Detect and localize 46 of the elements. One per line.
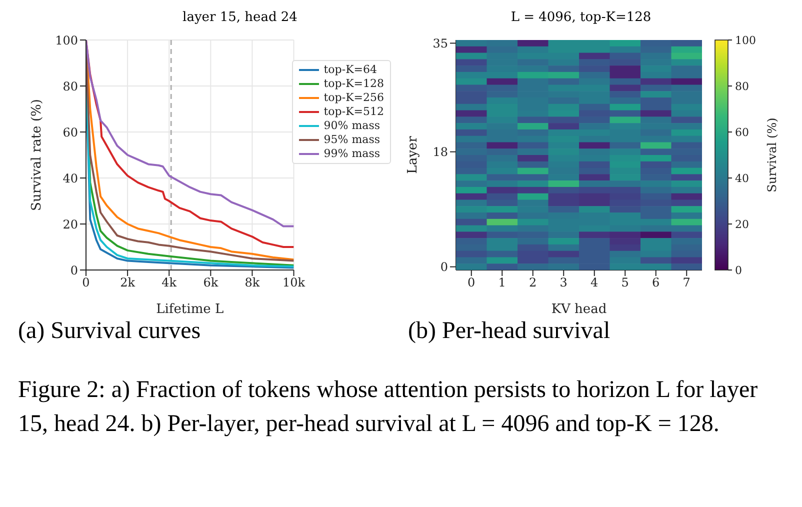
- x-axis-title: Lifetime L: [156, 302, 224, 317]
- chart-title: L = 4096, top-K=128: [510, 10, 652, 25]
- chart-title: layer 15, head 24: [182, 10, 298, 25]
- legend-label: 95% mass: [324, 133, 380, 147]
- y-tick-label: 100: [55, 33, 78, 48]
- x-tick-label: 7: [682, 276, 690, 290]
- x-tick-label: 0: [82, 276, 90, 290]
- legend-label: top-K=256: [324, 91, 384, 105]
- x-axis-title: KV head: [551, 302, 607, 317]
- y-axis-title: Survival rate (%): [30, 99, 45, 211]
- legend-label: 99% mass: [324, 147, 380, 161]
- color-bar-label: 100: [735, 34, 756, 47]
- color-bar-label: 0: [735, 264, 742, 277]
- x-tick-label: 2k: [120, 276, 136, 290]
- color-bar-label: 60: [735, 126, 749, 139]
- y-tick-label: 40: [62, 171, 78, 186]
- y-tick-label: 0: [70, 263, 78, 278]
- legend-label: 90% mass: [324, 119, 380, 133]
- y-tick-label: 35: [432, 36, 448, 50]
- color-bar-label: 20: [735, 218, 749, 231]
- x-tick-label: 6: [652, 276, 660, 290]
- x-tick-label: 3: [560, 276, 568, 290]
- color-bar-label: 40: [735, 172, 749, 185]
- x-tick-label: 8k: [244, 276, 260, 290]
- legend-label: top-K=64: [324, 63, 377, 77]
- x-tick-label: 0: [468, 276, 476, 290]
- text: (b) Per-head survival: [408, 318, 612, 345]
- y-tick-label: 60: [62, 125, 78, 140]
- y-tick-label: 20: [62, 217, 78, 232]
- color-bar-label: 80: [735, 80, 749, 93]
- x-tick-label: 5: [621, 276, 629, 290]
- text: (a) Survival curves: [18, 318, 202, 345]
- x-tick-label: 4: [590, 276, 599, 290]
- x-tick-label: 10k: [282, 276, 306, 290]
- x-tick-label: 1: [498, 276, 506, 290]
- legend-label: top-K=512: [324, 105, 384, 119]
- x-tick-label: 6k: [203, 276, 219, 290]
- y-tick-label: 18: [432, 145, 448, 160]
- y-tick-label: 0: [440, 260, 448, 274]
- legend-label: top-K=128: [324, 77, 384, 91]
- color-bar-title: Survival (%): [765, 118, 779, 192]
- caption: Figure 2: a) Fraction of tokens whose attention persists to horizon L for layer 15, head 24. b) Per-layer, per-head survival at L = 4096 and top-K = 128.: [18, 376, 759, 439]
- y-tick-label: 80: [62, 79, 78, 94]
- y-axis-title: Layer: [406, 135, 421, 174]
- x-tick-label: 4k: [162, 276, 178, 290]
- x-tick-label: 2: [529, 276, 537, 290]
